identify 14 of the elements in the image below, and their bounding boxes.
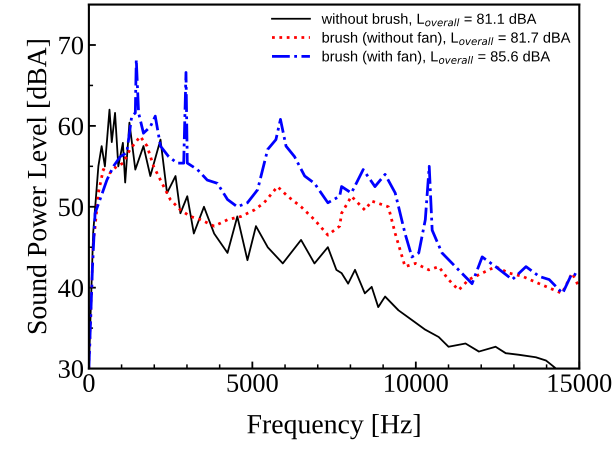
x-tick-label: 0 [83, 374, 94, 392]
x-axis-title: Frequency [Hz] [247, 414, 420, 440]
legend-label: without brush, L$_{overall}$ = 81.1 dBA [322, 13, 536, 26]
y-axis-title: Sound Power Level [dBA] [26, 40, 50, 334]
y-tick-label: 40 [58, 279, 84, 298]
y-tick-label: 60 [58, 117, 84, 136]
y-tick-label: 30 [58, 360, 84, 378]
x-tick-label: 5000 [227, 374, 278, 392]
x-tick-label: 10000 [385, 374, 448, 392]
y-tick-label: 50 [59, 198, 84, 216]
legend-label: brush (without fan), L$_{overall}$ = 81.7 dBA [322, 32, 570, 46]
legend-label: brush (with fan), L$_{overall}$ = 85.6 dBA [322, 50, 550, 64]
x-tick-label: 15000 [548, 374, 612, 392]
y-tick-label: 70 [59, 36, 84, 54]
